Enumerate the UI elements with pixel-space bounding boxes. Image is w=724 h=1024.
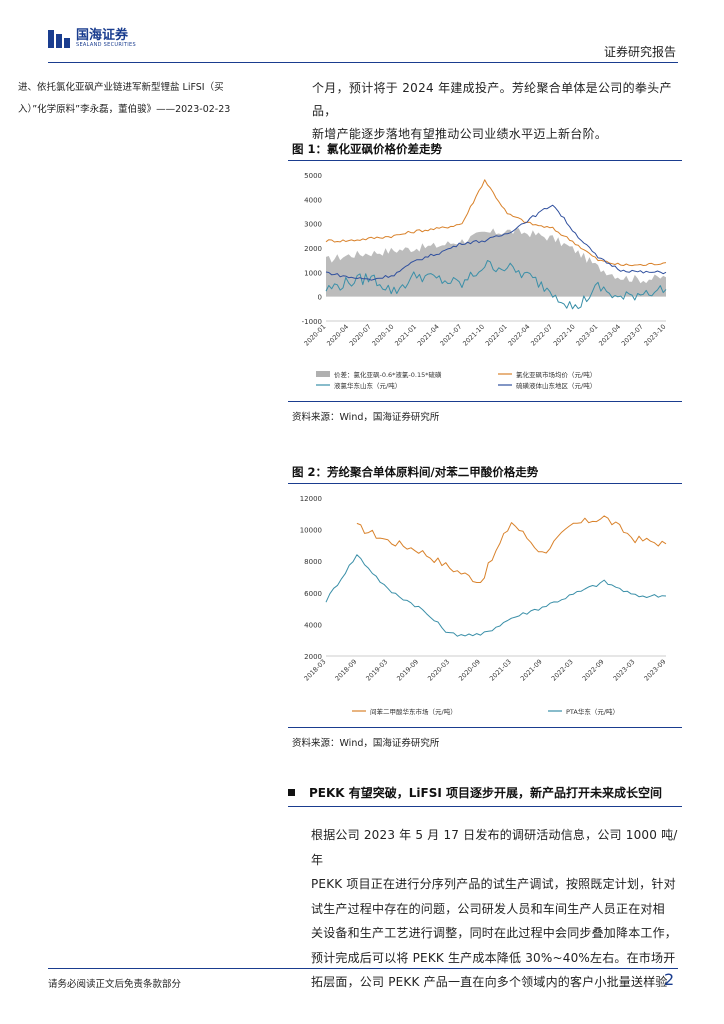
figure2-bottom-rule — [288, 727, 682, 728]
x-tick-label: 2022-01 — [484, 323, 509, 348]
legend-label: 价差：氯化亚砜-0.6*液氯-0.15*硫磺 — [334, 370, 442, 379]
x-tick-label: 2022-03 — [550, 658, 575, 683]
x-tick-label: 2023-01 — [575, 323, 600, 348]
legend-label: PTA华东（元/吨） — [566, 707, 619, 716]
series-line — [356, 515, 667, 583]
x-tick-label: 2020-03 — [426, 658, 451, 683]
y-tick-label: 12000 — [300, 495, 322, 503]
x-tick-label: 2023-10 — [643, 323, 668, 348]
y-tick-label: 6000 — [304, 590, 322, 598]
paragraph-line: 关设备和生产工艺进行调整，同时在此过程中会同步叠加降本工作， — [311, 926, 678, 940]
y-tick-label: 8000 — [304, 558, 322, 566]
x-tick-label: 2021-09 — [519, 658, 544, 683]
page-number: 2 — [664, 970, 675, 989]
logo-mark-icon — [48, 29, 70, 48]
x-tick-label: 2019-09 — [395, 658, 420, 683]
x-tick-label: 2023-07 — [620, 323, 645, 348]
paragraph-line: 拓层面，公司 PEKK 产品一直在向多个领域内的客户小批量送样验 — [311, 975, 668, 989]
logo-text-cn: 国海证券 — [76, 28, 129, 43]
x-tick-label: 2018-09 — [333, 658, 358, 683]
x-tick-label: 2022-07 — [529, 323, 554, 348]
y-tick-label: 1000 — [304, 269, 322, 277]
x-tick-label: 2018-03 — [303, 658, 328, 683]
y-tick-label: 3000 — [304, 221, 322, 229]
series-line — [325, 204, 667, 281]
series-line — [325, 554, 667, 637]
figure1-source: 资料来源：Wind，国海证券研究所 — [292, 412, 440, 423]
y-tick-label: -1000 — [302, 318, 322, 326]
section-rule — [288, 806, 682, 807]
x-tick-label: 2023-04 — [597, 323, 622, 348]
series-line — [325, 260, 667, 310]
legend-label: 硫磺液体山东地区（元/吨） — [516, 381, 596, 390]
y-tick-label: 2000 — [304, 653, 322, 661]
x-tick-label: 2023-09 — [643, 658, 668, 683]
intro-line: 个月，预计将于 2024 年建成投产。芳纶聚合单体是公司的拳头产品， — [312, 81, 672, 118]
section-heading-text: PEKK 有望突破，LiFSI 项目逐步开展，新产品打开未来成长空间 — [309, 786, 663, 800]
x-tick-label: 2020-07 — [348, 323, 373, 348]
figure1-rule — [288, 160, 682, 162]
left-line: 入）”化学原料”李永磊，董伯骏》——2023-02-23 — [18, 104, 231, 115]
x-tick-label: 2021-04 — [416, 323, 441, 348]
section-paragraph: 根据公司 2023 年 5 月 17 日发布的调研活动信息，公司 1000 吨/… — [311, 823, 688, 995]
x-tick-label: 2020-04 — [325, 323, 350, 348]
figure2-rule — [288, 483, 682, 485]
legend-swatch — [316, 371, 330, 377]
x-tick-label: 2023-03 — [612, 658, 637, 683]
left-line: 进、依托氯化亚砜产业链进军新型锂盐 LiFSI（买 — [18, 82, 224, 93]
figure1-legend: 价差：氯化亚砜-0.6*液氯-0.15*硫磺 氯化亚砜市场均价（元/吨） 液氯华东山… — [316, 370, 596, 390]
paragraph-line: 预计完成后可以将 PEKK 生产成本降低 30%~40%左右。在市场开 — [311, 950, 676, 965]
intro-line: 新增产能逐步落地有望推动公司业绩水平迈上新台阶。 — [312, 127, 608, 141]
figure2-series — [325, 515, 667, 637]
y-tick-label: 10000 — [300, 527, 322, 535]
y-tick-label: 4000 — [304, 196, 322, 204]
legend-label: 液氯华东山东（元/吨） — [334, 381, 401, 390]
y-tick-label: 5000 — [304, 172, 322, 180]
left-column-text: 进、依托氯化亚砜产业链进军新型锂盐 LiFSI（买 入）”化学原料”李永磊，董伯… — [18, 77, 262, 121]
paragraph-line: PEKK 项目正在进行分序列产品的试生产调试，按照既定计划，针对 — [311, 877, 676, 891]
paragraph-line: 根据公司 2023 年 5 月 17 日发布的调研活动信息，公司 1000 吨/… — [311, 828, 678, 867]
y-tick-label: 2000 — [304, 245, 322, 253]
right-column-text: 个月，预计将于 2024 年建成投产。芳纶聚合单体是公司的拳头产品， 新增产能逐… — [312, 77, 687, 146]
company-logo: 国海证券 SEALAND SECURITIES — [48, 29, 136, 48]
x-tick-label: 2019-03 — [364, 658, 389, 683]
section-heading: PEKK 有望突破，LiFSI 项目逐步开展，新产品打开未来成长空间 — [288, 784, 662, 801]
x-tick-label: 2022-09 — [581, 658, 606, 683]
y-tick-label: 4000 — [304, 621, 322, 629]
x-tick-label: 2022-10 — [552, 323, 577, 348]
series-area — [326, 228, 666, 297]
x-tick-label: 2021-01 — [393, 323, 418, 348]
figure1-bottom-rule — [288, 401, 682, 402]
x-tick-label: 2021-03 — [488, 658, 513, 683]
figure2-legend: 间苯二甲酸华东市场（元/吨） PTA华东（元/吨） — [352, 707, 619, 716]
x-tick-label: 2020-01 — [303, 323, 328, 348]
x-tick-label: 2020-10 — [371, 323, 396, 348]
report-type: 证券研究报告 — [603, 45, 676, 59]
paragraph-line: 试生产过程中存在的问题，公司研发人员和车间生产人员正在对相 — [311, 901, 665, 916]
y-tick-label: 0 — [318, 294, 322, 302]
figure2-title: 图 2：芳纶聚合单体原料间/对苯二甲酸价格走势 — [292, 465, 539, 479]
figure1-title: 图 1：氯化亚砜价格价差走势 — [292, 142, 443, 156]
legend-label: 间苯二甲酸华东市场（元/吨） — [370, 707, 457, 716]
legend-label: 氯化亚砜市场均价（元/吨） — [516, 370, 596, 379]
x-tick-label: 2020-09 — [457, 658, 482, 683]
x-tick-label: 2021-10 — [461, 323, 486, 348]
figure1-chart: 5000 4000 3000 2000 1000 0 -10002020-012020-04… — [302, 172, 668, 390]
figure1-series — [325, 179, 667, 310]
figure2-source: 资料来源：Wind，国海证券研究所 — [292, 738, 440, 749]
footer-rule — [48, 968, 678, 969]
header-rule — [48, 62, 678, 63]
logo-text-en: SEALAND SECURITIES — [76, 42, 136, 48]
x-tick-label: 2022-04 — [507, 323, 532, 348]
bullet-square-icon — [288, 789, 295, 796]
footer-disclaimer: 请务必阅读正文后免责条款部分 — [48, 979, 182, 990]
x-tick-label: 2021-07 — [439, 323, 464, 348]
